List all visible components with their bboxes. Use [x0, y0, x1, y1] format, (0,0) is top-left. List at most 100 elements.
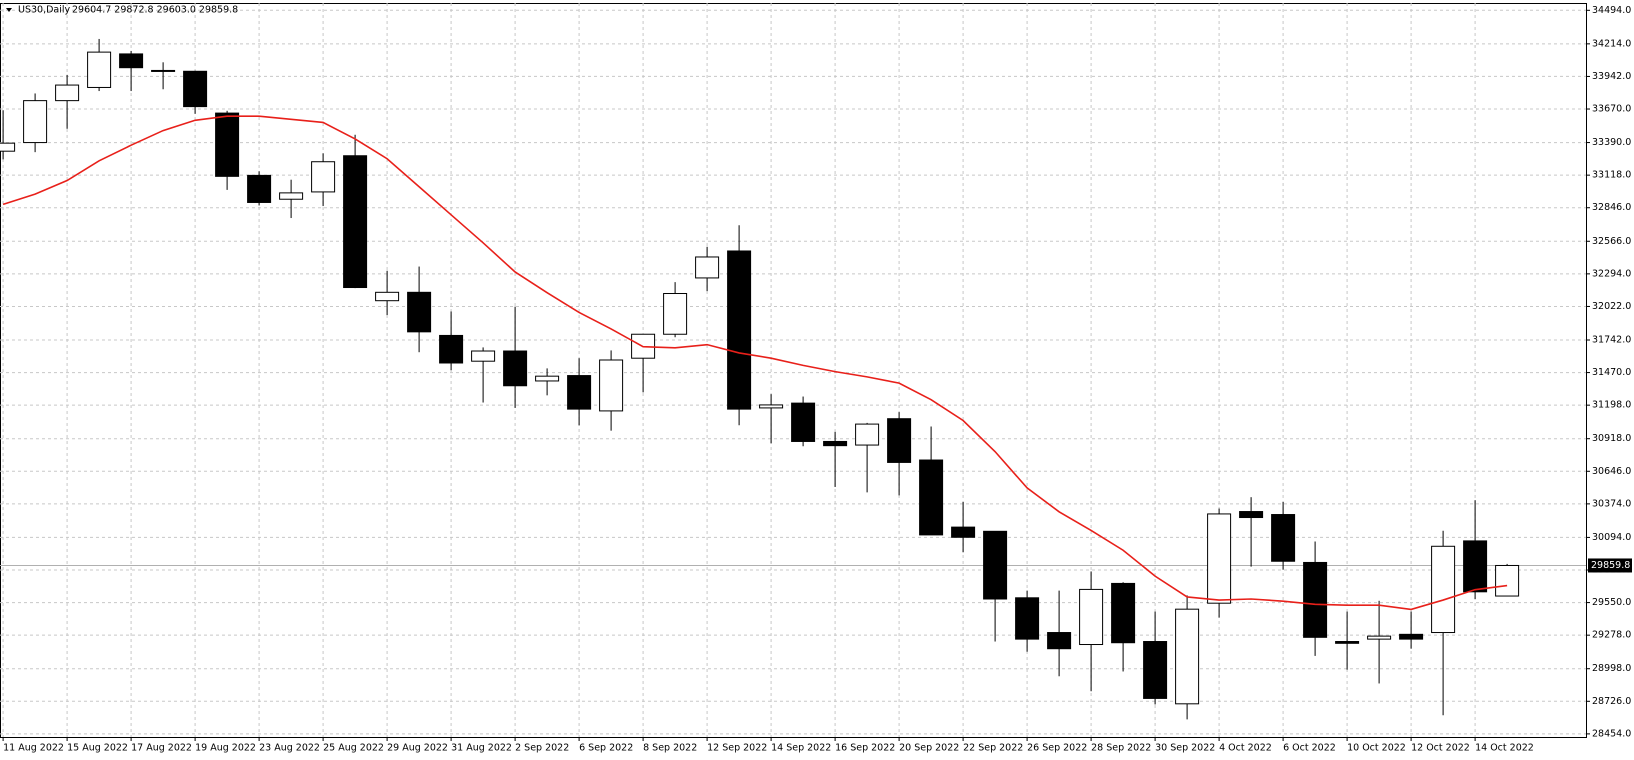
candle-body — [791, 402, 816, 442]
y-tick-label: 31742.0 — [1592, 334, 1631, 345]
y-tick-label: 31198.0 — [1592, 400, 1631, 411]
x-tick-label: 22 Sep 2022 — [963, 743, 1023, 754]
x-tick-label: 26 Sep 2022 — [1027, 743, 1087, 754]
candle-body — [823, 440, 848, 447]
y-tick-label: 34494.0 — [1592, 5, 1631, 16]
x-tick-label: 17 Aug 2022 — [131, 743, 192, 754]
y-tick-label: 31470.0 — [1592, 367, 1631, 378]
candle-body — [1495, 564, 1520, 597]
y-tick-label: 33942.0 — [1592, 71, 1631, 82]
candle-body — [503, 350, 528, 387]
price-label-bg — [1588, 558, 1632, 573]
candle-body — [727, 250, 752, 410]
candle-body — [663, 293, 688, 335]
y-tick-label: 30646.0 — [1592, 466, 1631, 477]
candle-body — [119, 53, 144, 69]
candle-body — [567, 375, 592, 410]
x-tick-label: 19 Aug 2022 — [195, 743, 256, 754]
candle-body — [759, 404, 784, 409]
x-tick-label: 29 Aug 2022 — [387, 743, 448, 754]
candle-body — [247, 174, 272, 203]
candle-body — [1175, 608, 1200, 705]
x-tick-label: 31 Aug 2022 — [451, 743, 512, 754]
candle-body — [1271, 514, 1296, 562]
x-tick-label: 12 Oct 2022 — [1411, 743, 1470, 754]
candle-body — [87, 51, 112, 88]
y-tick-label: 34214.0 — [1592, 38, 1631, 49]
candle-body — [855, 423, 880, 446]
y-tick-label: 32566.0 — [1592, 236, 1631, 247]
x-tick-label: 11 Aug 2022 — [3, 743, 64, 754]
ohlc-values: 29604.7 29872.8 29603.0 29859.8 — [72, 5, 238, 16]
candle-body — [1015, 597, 1040, 640]
x-tick-label: 4 Oct 2022 — [1219, 743, 1272, 754]
candle-body — [695, 256, 720, 279]
candle-body — [215, 112, 240, 177]
x-tick-label: 12 Sep 2022 — [707, 743, 767, 754]
candle-body — [1143, 641, 1168, 699]
y-tick-label: 28726.0 — [1592, 696, 1631, 707]
y-tick-label: 30918.0 — [1592, 433, 1631, 444]
x-tick-label: 25 Aug 2022 — [323, 743, 384, 754]
candle-body — [343, 155, 368, 289]
y-tick-label: 28454.0 — [1592, 728, 1631, 739]
chart-title: US30,Daily — [18, 5, 71, 16]
y-tick-label: 30094.0 — [1592, 532, 1631, 543]
candle-body — [375, 291, 400, 302]
grid — [0, 3, 1586, 737]
candle-body — [983, 530, 1008, 600]
candle-body — [1111, 582, 1136, 644]
candle-body — [151, 69, 176, 72]
y-tick-label: 33670.0 — [1592, 104, 1631, 115]
candle-body — [887, 418, 912, 463]
y-tick-label: 32294.0 — [1592, 268, 1631, 279]
candle-body — [1431, 545, 1456, 634]
x-tick-label: 14 Sep 2022 — [771, 743, 831, 754]
x-tick-label: 6 Oct 2022 — [1283, 743, 1336, 754]
y-tick-label: 28998.0 — [1592, 663, 1631, 674]
candle-body — [311, 161, 336, 193]
x-tick-label: 23 Aug 2022 — [259, 743, 320, 754]
y-tick-label: 29550.0 — [1592, 597, 1631, 608]
candle-body — [439, 334, 464, 364]
y-tick-label: 32022.0 — [1592, 301, 1631, 312]
candle-body — [1047, 632, 1072, 650]
x-tick-label: 14 Oct 2022 — [1475, 743, 1534, 754]
candle-body — [1399, 633, 1424, 640]
candle-body — [1367, 635, 1392, 640]
x-tick-label: 2 Sep 2022 — [515, 743, 569, 754]
candle-body — [55, 84, 80, 102]
candle-body — [1463, 540, 1488, 593]
candle-body — [1303, 561, 1328, 638]
symbol-icon — [6, 8, 12, 12]
candle-body — [279, 192, 304, 200]
marks — [0, 38, 1520, 720]
candle-body — [951, 526, 976, 538]
y-tick-label: 30374.0 — [1592, 498, 1631, 509]
candle-body — [1239, 511, 1264, 519]
candle-body — [599, 359, 624, 412]
x-tick-label: 16 Sep 2022 — [835, 743, 895, 754]
moving-average-line — [2, 115, 1508, 611]
y-tick-label: 32846.0 — [1592, 202, 1631, 213]
price-label: 29859.8 — [1591, 560, 1630, 571]
y-tick-label: 29278.0 — [1592, 630, 1631, 641]
x-tick-label: 6 Sep 2022 — [579, 743, 633, 754]
candle-body — [919, 459, 944, 536]
x-tick-label: 15 Aug 2022 — [67, 743, 128, 754]
y-tick-label: 33118.0 — [1592, 170, 1631, 181]
x-tick-label: 10 Oct 2022 — [1347, 743, 1406, 754]
candle-body — [407, 291, 432, 333]
candle-body — [0, 142, 16, 152]
candle-body — [183, 70, 208, 108]
candle-body — [1335, 641, 1360, 644]
candle-body — [535, 375, 560, 382]
candle-body — [471, 350, 496, 362]
y-tick-label: 33390.0 — [1592, 137, 1631, 148]
x-tick-label: 28 Sep 2022 — [1091, 743, 1151, 754]
x-tick-label: 8 Sep 2022 — [643, 743, 697, 754]
candle-body — [1079, 588, 1104, 646]
x-tick-label: 30 Sep 2022 — [1155, 743, 1215, 754]
